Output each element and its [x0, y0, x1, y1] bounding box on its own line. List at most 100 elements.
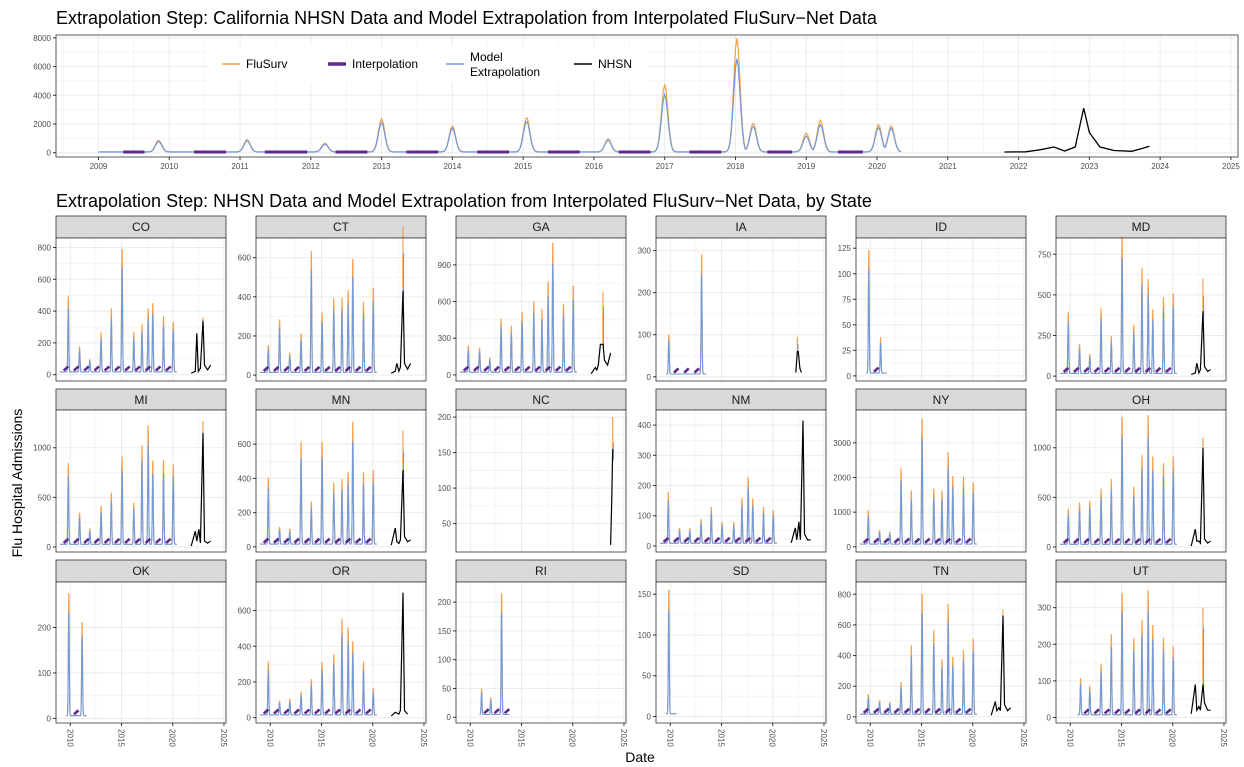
series-interpolation-segment: [954, 707, 962, 714]
series-interpolation-segment: [344, 708, 352, 715]
series-interpolation-segment: [765, 536, 772, 543]
series-interpolation-segment: [673, 367, 680, 374]
top-xtick-label: 2011: [231, 162, 249, 171]
facet-ia: IA 0 100 200 300: [638, 215, 827, 382]
top-xtick-label: 2024: [1151, 162, 1169, 171]
facet-border: [455, 237, 627, 382]
series-interpolation-segment: [134, 537, 141, 544]
top-xtick-label: 2021: [939, 162, 957, 171]
series-interpolation-segment: [1124, 366, 1131, 373]
series-interpolation-segment: [314, 365, 321, 372]
series-model-extrapolation: [866, 269, 887, 374]
facet-ri: RI 0 50 100 150 200 2010 2015 2020 2025: [438, 559, 628, 747]
series-interpolation-segment: [1165, 366, 1172, 373]
facet-ytick-label: 50: [442, 520, 451, 529]
series-interpolation-segment: [114, 365, 121, 372]
series-interpolation-segment: [734, 536, 741, 543]
facet-ytick-label: 200: [638, 482, 652, 491]
facet-xtick-label: 2025: [219, 729, 228, 747]
series-interpolation-segment: [1154, 708, 1162, 715]
series-model-extrapolation: [60, 268, 177, 373]
series-interpolation-segment: [1062, 537, 1070, 544]
series-model-extrapolation: [260, 441, 377, 545]
series-interpolation-segment: [924, 707, 931, 714]
facet-xtick-label: 2015: [317, 729, 326, 747]
facet-strip-label: TN: [933, 564, 949, 578]
series-interpolation-segment: [334, 708, 341, 715]
facet-ytick-label: 200: [38, 339, 52, 348]
series-interpolation-segment: [73, 537, 80, 544]
facet-ytick-label: 400: [838, 652, 852, 661]
facet-strip-label: MD: [1132, 220, 1151, 234]
series-interpolation-segment: [934, 707, 941, 714]
facet-ytick-label: 200: [238, 509, 252, 518]
y-axis-label: Flu Hospital Admissions: [9, 409, 25, 558]
facet-ytick-label: 400: [238, 293, 252, 302]
series-model-extrapolation: [460, 263, 577, 373]
facet-xtick-label: 2020: [368, 729, 377, 747]
facet-border: [455, 409, 627, 553]
facet-strip-label: MI: [134, 393, 147, 407]
facet-strip-label: NY: [933, 393, 950, 407]
facet-ytick-label: 500: [1038, 493, 1052, 502]
facet-ytick-label: 150: [438, 627, 452, 636]
series-interpolation-segment: [683, 536, 690, 543]
facet-ytick-label: 300: [638, 247, 652, 256]
facet-ytick-label: 500: [38, 493, 52, 502]
facet-ytick-label: 100: [638, 512, 652, 521]
series-interpolation-segment: [903, 537, 911, 544]
series-interpolation-segment: [103, 365, 111, 372]
facet-plot-bg: [456, 410, 626, 552]
facet-ytick-label: 200: [238, 332, 252, 341]
series-nhsn: [590, 343, 612, 375]
top-xtick-label: 2022: [1010, 162, 1028, 171]
facet-ytick-label: 150: [638, 590, 652, 599]
facet-strip-label: NM: [732, 393, 751, 407]
series-interpolation-segment: [1124, 537, 1131, 544]
series-interpolation-segment: [273, 708, 280, 715]
facet-ytick-label: 0: [247, 714, 252, 723]
series-interpolation-segment: [1165, 708, 1172, 715]
facet-strip-label: OH: [1132, 393, 1150, 407]
series-model-extrapolation: [479, 612, 510, 716]
top-panel-border: [55, 34, 1239, 158]
facet-ytick-label: 200: [238, 678, 252, 687]
top-xtick-label: 2012: [302, 162, 320, 171]
facet-border: [255, 237, 427, 382]
series-interpolation-segment: [873, 537, 880, 544]
facet-ytick-label: 150: [438, 449, 452, 458]
series-interpolation-segment: [103, 537, 111, 544]
facet-border: [855, 581, 1027, 724]
series-interpolation-segment: [144, 365, 152, 372]
facet-xtick-label: 2020: [568, 729, 577, 747]
facet-xtick-label: 2020: [168, 729, 177, 747]
series-interpolation-segment: [83, 365, 90, 372]
facet-border: [455, 581, 627, 724]
series-interpolation-segment: [1144, 537, 1152, 544]
x-axis-label: Date: [625, 749, 655, 765]
series-interpolation-segment: [365, 537, 372, 544]
series-interpolation-segment: [1134, 366, 1141, 373]
facet-ytick-label: 100: [1038, 677, 1052, 686]
facet-ytick-label: 100: [438, 656, 452, 665]
bottom-chart-title: Extrapolation Step: NHSN Data and Model …: [56, 191, 872, 211]
facet-border: [1055, 409, 1227, 553]
facet-ct: CT 0 200 400 600: [238, 215, 427, 382]
series-interpolation-segment: [354, 365, 362, 372]
series-interpolation-segment: [303, 537, 311, 544]
facet-border: [1055, 581, 1227, 724]
facet-ytick-label: 750: [1038, 250, 1052, 259]
facet-border: [55, 581, 227, 724]
facet-xtick-label: 2015: [117, 729, 126, 747]
series-interpolation-segment: [873, 366, 880, 373]
series-model-extrapolation: [1060, 258, 1177, 374]
facet-ytick-label: 600: [438, 298, 452, 307]
series-interpolation-segment: [754, 536, 762, 543]
series-interpolation-segment: [1144, 708, 1152, 715]
facet-ytick-label: 200: [838, 682, 852, 691]
series-interpolation-segment: [1103, 537, 1111, 544]
series-interpolation-segment: [303, 708, 311, 715]
series-interpolation-segment: [534, 365, 541, 372]
series-nhsn: [1004, 108, 1150, 153]
